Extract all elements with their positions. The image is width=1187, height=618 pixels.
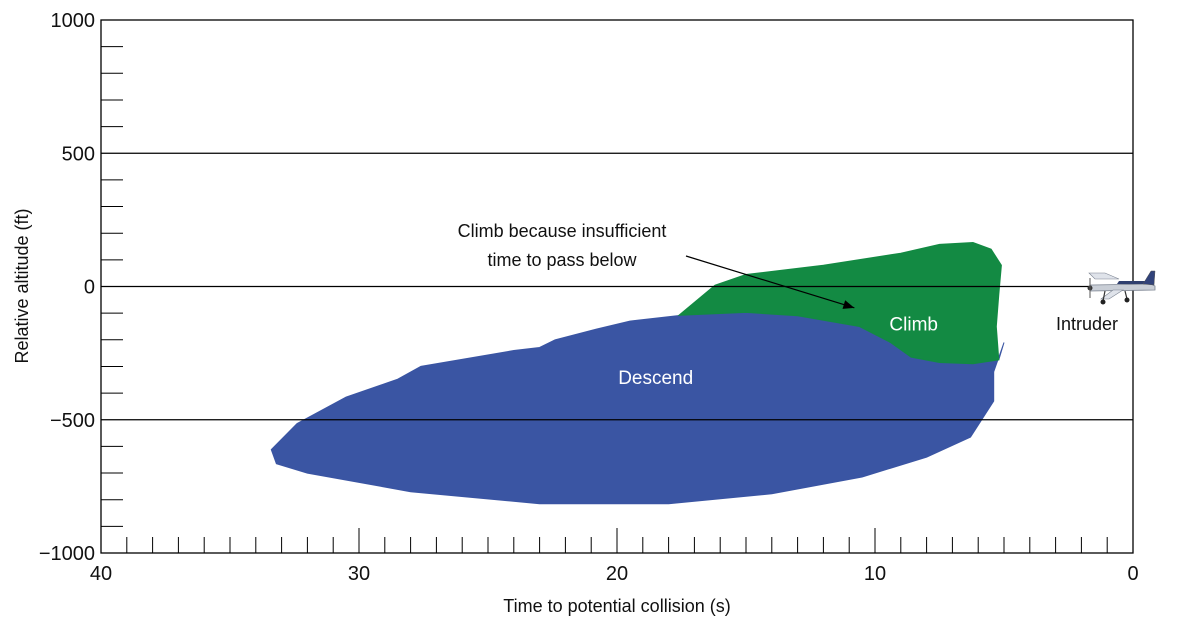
ticks: [101, 46, 1108, 553]
gridlines: [101, 152, 1133, 421]
region-labels: Descend Climb: [618, 314, 938, 388]
x-axis-title: Time to potential collision (s): [503, 596, 730, 616]
x-tick-label: 30: [348, 563, 370, 585]
x-tick-label: 0: [1127, 563, 1138, 585]
y-tick-label: 500: [62, 143, 95, 165]
x-tick-label: 20: [606, 563, 628, 585]
annotation-line-1: Climb because insufficient: [458, 221, 667, 241]
region-label-descend: Descend: [618, 368, 693, 389]
y-tick-label: −500: [50, 410, 95, 432]
region-label-climb: Climb: [889, 314, 938, 335]
intruder-label: Intruder: [1056, 314, 1118, 334]
airplane-icon: [1087, 270, 1156, 305]
y-tick-label: 1000: [51, 10, 96, 32]
x-tick-label: 40: [90, 563, 112, 585]
x-tick-label: 10: [864, 563, 886, 585]
y-tick-label: −1000: [39, 543, 95, 565]
axis-titles: Time to potential collision (s) Relative…: [12, 208, 731, 616]
y-axis-title: Relative altitude (ft): [12, 208, 32, 363]
annotation: Climb because insufficient time to pass …: [458, 221, 855, 309]
intruder: Intruder: [1056, 270, 1156, 334]
y-tick-label: 0: [84, 277, 95, 299]
annotation-arrow-line: [685, 255, 855, 309]
annotation-line-2: time to pass below: [487, 250, 637, 270]
annotation-arrowhead: [842, 300, 855, 309]
